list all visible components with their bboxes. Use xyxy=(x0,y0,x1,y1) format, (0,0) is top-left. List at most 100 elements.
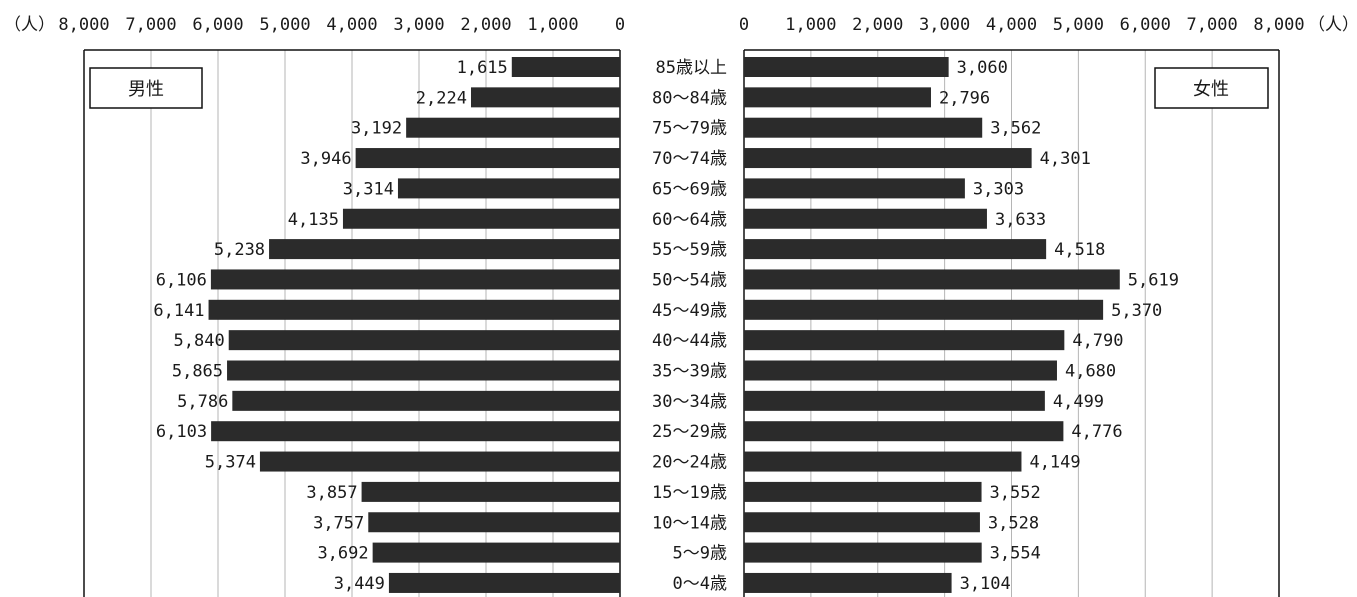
male-bar xyxy=(406,117,620,138)
male-value-label: 6,106 xyxy=(156,270,207,290)
female-legend: 女性 xyxy=(1154,67,1269,109)
age-category-label: 35～39歳 xyxy=(652,362,727,382)
male-bar xyxy=(372,542,620,563)
female-value-label: 3,552 xyxy=(990,483,1041,503)
right-tick-label: 4,000 xyxy=(986,15,1037,35)
left-tick-label: 6,000 xyxy=(192,15,243,35)
male-value-label: 3,757 xyxy=(313,513,364,533)
age-category-label: 85歳以上 xyxy=(656,58,727,78)
female-legend-box xyxy=(1154,67,1269,109)
age-category-label: 0～4歳 xyxy=(673,574,727,594)
female-value-label: 4,518 xyxy=(1054,240,1105,260)
female-bar xyxy=(744,208,987,229)
female-bar xyxy=(744,148,1032,169)
left-unit-label: （人） xyxy=(4,15,55,35)
male-value-label: 3,692 xyxy=(317,544,368,564)
right-tick-label: 7,000 xyxy=(1187,15,1238,35)
left-tick-label: 3,000 xyxy=(393,15,444,35)
female-value-label: 5,370 xyxy=(1111,301,1162,321)
left-tick-label: 4,000 xyxy=(326,15,377,35)
female-value-label: 5,619 xyxy=(1128,270,1179,290)
female-value-label: 2,796 xyxy=(939,88,990,108)
female-value-label: 3,554 xyxy=(990,544,1041,564)
male-bar xyxy=(210,269,620,290)
left-tick-label: 7,000 xyxy=(125,15,176,35)
male-legend: 男性 xyxy=(89,67,203,109)
age-category-label: 70～74歳 xyxy=(652,149,727,169)
male-bar xyxy=(259,451,620,472)
female-bar xyxy=(744,421,1064,442)
left-tick-label: 8,000 xyxy=(58,15,109,35)
male-bar xyxy=(368,512,620,533)
female-bar xyxy=(744,269,1120,290)
male-bar xyxy=(511,57,620,77)
female-bar xyxy=(744,390,1045,411)
female-value-label: 4,680 xyxy=(1065,362,1116,382)
age-category-label: 15～19歳 xyxy=(652,483,727,503)
female-value-label: 4,301 xyxy=(1040,149,1091,169)
female-bar xyxy=(744,542,982,563)
age-category-label: 30～34歳 xyxy=(652,392,727,412)
female-bar xyxy=(744,451,1022,472)
age-category-label: 50～54歳 xyxy=(652,270,727,290)
right-tick-label: 1,000 xyxy=(785,15,836,35)
female-legend-label: 女性 xyxy=(1193,79,1229,100)
female-value-label: 3,303 xyxy=(973,179,1024,199)
female-value-label: 3,528 xyxy=(988,513,1039,533)
male-value-label: 3,192 xyxy=(351,119,402,139)
female-bar xyxy=(744,299,1104,320)
left-tick-label: 1,000 xyxy=(527,15,578,35)
age-category-label: 55～59歳 xyxy=(652,240,727,260)
age-category-label: 60～64歳 xyxy=(652,210,727,230)
male-value-label: 6,103 xyxy=(156,422,207,442)
male-value-label: 3,314 xyxy=(343,179,394,199)
female-value-label: 4,776 xyxy=(1071,422,1122,442)
male-value-label: 1,615 xyxy=(457,58,508,78)
right-tick-label: 6,000 xyxy=(1120,15,1171,35)
right-tick-label: 3,000 xyxy=(919,15,970,35)
right-tick-label: 0 xyxy=(739,15,749,35)
male-legend-label: 男性 xyxy=(128,79,164,100)
male-value-label: 6,141 xyxy=(153,301,204,321)
right-unit-label: （人） xyxy=(1308,15,1357,35)
bars xyxy=(208,57,1120,593)
age-category-label: 65～69歳 xyxy=(652,179,727,199)
female-bar xyxy=(744,87,931,108)
male-value-label: 4,135 xyxy=(288,210,339,230)
male-bar xyxy=(342,208,620,229)
female-value-label: 3,562 xyxy=(990,119,1041,139)
female-value-label: 3,633 xyxy=(995,210,1046,230)
age-category-label: 20～24歳 xyxy=(652,453,727,473)
female-bar xyxy=(744,360,1057,381)
female-value-label: 4,499 xyxy=(1053,392,1104,412)
female-bar xyxy=(744,117,983,138)
male-value-label: 5,786 xyxy=(177,392,228,412)
female-bar xyxy=(744,178,965,199)
male-value-label: 3,857 xyxy=(306,483,357,503)
gridlines xyxy=(83,49,1280,597)
female-value-label: 4,790 xyxy=(1072,331,1123,351)
male-bar xyxy=(470,87,620,108)
male-bar xyxy=(397,178,620,199)
right-tick-label: 8,000 xyxy=(1253,15,1304,35)
male-value-label: 2,224 xyxy=(416,88,467,108)
female-bar xyxy=(744,512,980,533)
female-value-label: 4,149 xyxy=(1029,453,1080,473)
left-tick-label: 2,000 xyxy=(460,15,511,35)
age-category-label: 45～49歳 xyxy=(652,301,727,321)
female-bar xyxy=(744,481,982,502)
female-bar xyxy=(744,572,952,593)
male-bar xyxy=(388,572,620,593)
male-bar xyxy=(211,421,620,442)
age-category-label: 25～29歳 xyxy=(652,422,727,442)
female-bar xyxy=(744,330,1065,351)
left-tick-label: 5,000 xyxy=(259,15,310,35)
age-category-label: 40～44歳 xyxy=(652,331,727,351)
female-bar xyxy=(744,239,1047,260)
male-bar xyxy=(232,390,620,411)
age-category-label: 75～79歳 xyxy=(652,119,727,139)
left-tick-label: 0 xyxy=(615,15,625,35)
male-bar xyxy=(227,360,621,381)
right-tick-label: 5,000 xyxy=(1053,15,1104,35)
